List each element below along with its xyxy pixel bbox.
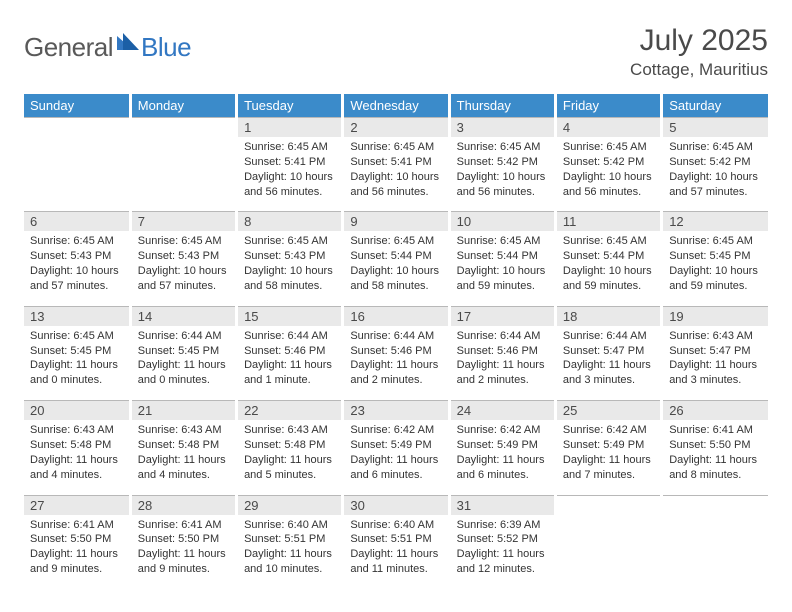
day-detail-cell: Sunrise: 6:45 AMSunset: 5:41 PMDaylight:… [237, 137, 343, 212]
day-detail-cell: Sunrise: 6:45 AMSunset: 5:45 PMDaylight:… [662, 231, 768, 306]
day-number-cell: 11 [555, 212, 661, 232]
day-detail-cell: Sunrise: 6:44 AMSunset: 5:46 PMDaylight:… [449, 326, 555, 401]
day-detail-cell: Sunrise: 6:44 AMSunset: 5:46 PMDaylight:… [343, 326, 449, 401]
day-detail-cell: Sunrise: 6:40 AMSunset: 5:51 PMDaylight:… [343, 515, 449, 589]
day-detail-cell: Sunrise: 6:45 AMSunset: 5:45 PMDaylight:… [24, 326, 130, 401]
day-number-cell: 21 [130, 401, 236, 421]
day-number-cell: 7 [130, 212, 236, 232]
day-number-cell [662, 495, 768, 515]
day-detail-cell: Sunrise: 6:43 AMSunset: 5:48 PMDaylight:… [24, 420, 130, 495]
location: Cottage, Mauritius [630, 60, 768, 80]
day-detail-cell: Sunrise: 6:43 AMSunset: 5:47 PMDaylight:… [662, 326, 768, 401]
day-number-cell: 1 [237, 118, 343, 138]
day-number-row: 2728293031 [24, 495, 768, 515]
day-number-cell: 8 [237, 212, 343, 232]
day-detail-cell: Sunrise: 6:42 AMSunset: 5:49 PMDaylight:… [343, 420, 449, 495]
day-detail-cell: Sunrise: 6:45 AMSunset: 5:41 PMDaylight:… [343, 137, 449, 212]
day-detail-cell: Sunrise: 6:41 AMSunset: 5:50 PMDaylight:… [24, 515, 130, 589]
day-detail-cell: Sunrise: 6:41 AMSunset: 5:50 PMDaylight:… [662, 420, 768, 495]
day-number-cell: 3 [449, 118, 555, 138]
logo-text-blue: Blue [141, 32, 191, 63]
day-number-cell: 28 [130, 495, 236, 515]
month-title: July 2025 [630, 24, 768, 58]
day-number-cell: 15 [237, 306, 343, 326]
weekday-header: Thursday [449, 94, 555, 118]
day-number-cell: 12 [662, 212, 768, 232]
weekday-header: Saturday [662, 94, 768, 118]
day-detail-cell: Sunrise: 6:42 AMSunset: 5:49 PMDaylight:… [449, 420, 555, 495]
day-number-row: 20212223242526 [24, 401, 768, 421]
day-number-cell: 22 [237, 401, 343, 421]
day-number-cell: 10 [449, 212, 555, 232]
day-number-cell: 31 [449, 495, 555, 515]
day-number-cell: 24 [449, 401, 555, 421]
day-detail-cell: Sunrise: 6:45 AMSunset: 5:43 PMDaylight:… [24, 231, 130, 306]
day-number-cell: 19 [662, 306, 768, 326]
weekday-header: Sunday [24, 94, 130, 118]
day-detail-cell: Sunrise: 6:39 AMSunset: 5:52 PMDaylight:… [449, 515, 555, 589]
day-detail-cell: Sunrise: 6:45 AMSunset: 5:43 PMDaylight:… [130, 231, 236, 306]
day-number-cell: 18 [555, 306, 661, 326]
day-detail-cell: Sunrise: 6:44 AMSunset: 5:47 PMDaylight:… [555, 326, 661, 401]
day-detail-cell [555, 515, 661, 589]
day-detail-cell [662, 515, 768, 589]
day-detail-cell: Sunrise: 6:45 AMSunset: 5:42 PMDaylight:… [449, 137, 555, 212]
day-detail-cell: Sunrise: 6:44 AMSunset: 5:46 PMDaylight:… [237, 326, 343, 401]
day-detail-cell: Sunrise: 6:43 AMSunset: 5:48 PMDaylight:… [130, 420, 236, 495]
day-number-cell [555, 495, 661, 515]
day-detail-cell: Sunrise: 6:45 AMSunset: 5:44 PMDaylight:… [449, 231, 555, 306]
day-number-cell: 30 [343, 495, 449, 515]
day-number-cell: 5 [662, 118, 768, 138]
day-detail-cell: Sunrise: 6:41 AMSunset: 5:50 PMDaylight:… [130, 515, 236, 589]
day-number-cell [24, 118, 130, 138]
day-detail-cell: Sunrise: 6:45 AMSunset: 5:44 PMDaylight:… [555, 231, 661, 306]
day-detail-cell: Sunrise: 6:43 AMSunset: 5:48 PMDaylight:… [237, 420, 343, 495]
day-detail-row: Sunrise: 6:43 AMSunset: 5:48 PMDaylight:… [24, 420, 768, 495]
day-number-cell: 4 [555, 118, 661, 138]
day-number-row: 12345 [24, 118, 768, 138]
day-number-cell: 17 [449, 306, 555, 326]
header: General Blue July 2025 Cottage, Mauritiu… [24, 24, 768, 80]
weekday-header: Monday [130, 94, 236, 118]
logo-sail-icon [117, 33, 139, 56]
day-number-cell: 6 [24, 212, 130, 232]
day-detail-cell: Sunrise: 6:40 AMSunset: 5:51 PMDaylight:… [237, 515, 343, 589]
logo: General Blue [24, 32, 191, 63]
day-detail-cell: Sunrise: 6:45 AMSunset: 5:42 PMDaylight:… [662, 137, 768, 212]
logo-text-general: General [24, 32, 113, 63]
day-number-cell: 13 [24, 306, 130, 326]
day-detail-cell: Sunrise: 6:45 AMSunset: 5:43 PMDaylight:… [237, 231, 343, 306]
day-number-cell: 2 [343, 118, 449, 138]
day-number-cell: 27 [24, 495, 130, 515]
day-detail-row: Sunrise: 6:41 AMSunset: 5:50 PMDaylight:… [24, 515, 768, 589]
day-detail-cell: Sunrise: 6:45 AMSunset: 5:42 PMDaylight:… [555, 137, 661, 212]
day-detail-cell: Sunrise: 6:42 AMSunset: 5:49 PMDaylight:… [555, 420, 661, 495]
calendar-table: SundayMondayTuesdayWednesdayThursdayFrid… [24, 94, 768, 589]
weekday-header: Tuesday [237, 94, 343, 118]
day-detail-cell [24, 137, 130, 212]
day-detail-row: Sunrise: 6:45 AMSunset: 5:45 PMDaylight:… [24, 326, 768, 401]
day-number-row: 13141516171819 [24, 306, 768, 326]
day-number-cell: 29 [237, 495, 343, 515]
day-number-cell: 9 [343, 212, 449, 232]
title-block: July 2025 Cottage, Mauritius [630, 24, 768, 80]
day-detail-cell: Sunrise: 6:45 AMSunset: 5:44 PMDaylight:… [343, 231, 449, 306]
weekday-header-row: SundayMondayTuesdayWednesdayThursdayFrid… [24, 94, 768, 118]
day-number-cell: 26 [662, 401, 768, 421]
weekday-header: Wednesday [343, 94, 449, 118]
day-detail-row: Sunrise: 6:45 AMSunset: 5:43 PMDaylight:… [24, 231, 768, 306]
day-detail-cell: Sunrise: 6:44 AMSunset: 5:45 PMDaylight:… [130, 326, 236, 401]
day-number-cell: 23 [343, 401, 449, 421]
day-number-cell: 25 [555, 401, 661, 421]
weekday-header: Friday [555, 94, 661, 118]
day-number-cell: 14 [130, 306, 236, 326]
day-number-row: 6789101112 [24, 212, 768, 232]
day-number-cell: 16 [343, 306, 449, 326]
day-number-cell [130, 118, 236, 138]
day-number-cell: 20 [24, 401, 130, 421]
day-detail-cell [130, 137, 236, 212]
day-detail-row: Sunrise: 6:45 AMSunset: 5:41 PMDaylight:… [24, 137, 768, 212]
